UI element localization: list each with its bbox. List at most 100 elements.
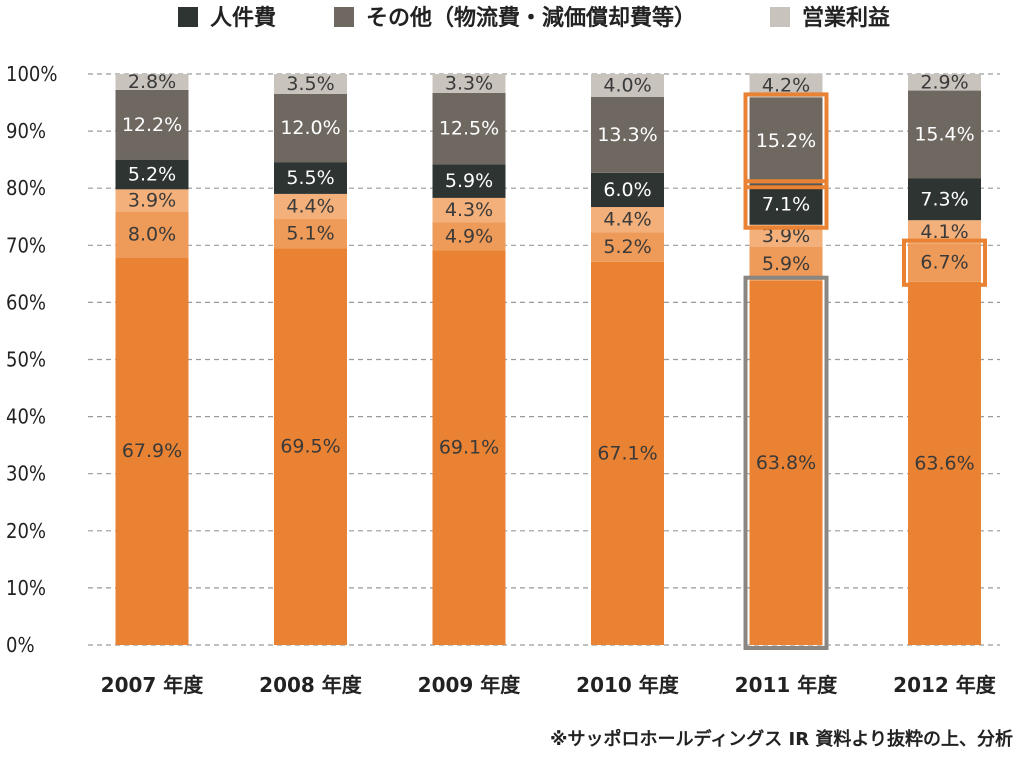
x-tick-label: 2009 年度 [418,673,522,697]
data-label: 63.6% [914,452,974,474]
data-label: 5.9% [445,170,493,192]
bar-segment [274,74,347,94]
data-label: 12.5% [439,118,499,140]
highlight-box [743,275,829,650]
bar-stack: 69.1% 4.9% 4.3% 5.9% 12.5% 3.3% [432,72,506,645]
legend-swatch [334,7,354,27]
bar-segment [274,219,347,249]
data-label: 3.5% [286,73,334,95]
data-label: 4.1% [920,221,968,243]
data-label: 67.9% [122,440,182,462]
bar-segment [749,97,823,185]
data-label: 15.4% [914,124,974,146]
data-label: 4.4% [603,209,651,231]
y-tick-label: 50% [6,348,46,372]
legend: 人件費 その他（物流費・減価償却費等） 営業利益 [178,5,890,31]
data-label: 4.4% [286,195,334,217]
data-label: 69.1% [439,437,499,459]
data-label: 3.9% [128,189,176,211]
data-label: 7.3% [920,188,968,210]
x-tick-label: 2011 年度 [735,673,839,697]
bar-segment [115,89,189,160]
bar-segment [591,96,664,173]
bar-segment [591,172,664,208]
bar-segment [432,250,506,645]
data-label: 5.1% [286,223,334,245]
bar-segment [432,74,506,93]
data-label: 12.2% [122,114,182,136]
data-label: 5.9% [762,253,810,275]
x-tick-label: 2010 年度 [576,673,680,697]
bar-segment [908,178,981,221]
data-label: 67.1% [597,442,657,464]
data-label: 13.3% [597,124,657,146]
data-label: 8.0% [128,223,176,245]
bars: 67.9% 8.0% 3.9% 5.2% 12.2% 2.8% 69.5% 5.1% 4.4% 5… [115,71,981,645]
x-tick-label: 2007 年度 [101,673,205,697]
bar-segment [749,73,823,98]
bar-segment [908,220,981,244]
bar-segment [908,281,981,645]
legend-swatch [178,7,198,27]
x-tick-label: 2008 年度 [259,673,363,697]
bar-segment [115,211,189,258]
y-axis: 0% 10% 20% 30% 40% 50% 60% 70% 80% 90% 100% [6,62,57,657]
data-label: 4.2% [762,74,810,96]
y-tick-label: 0% [6,633,35,657]
bar-segment [591,74,664,97]
bar-segment [274,193,347,220]
y-tick-label: 90% [6,119,46,143]
bar-segment [115,74,189,90]
bar-segment [115,159,189,190]
data-label: 4.3% [445,199,493,221]
data-label: 5.2% [603,236,651,258]
highlight-box [743,179,829,230]
data-label: 3.3% [445,72,493,94]
data-label: 15.2% [756,130,816,152]
highlight-boxes [743,92,987,650]
bar-segment [432,197,506,223]
bar-segment [908,74,981,91]
source-note: ※サッポロホールディングス IR 資料より抜粋の上、分析 [550,728,1013,750]
data-label: 7.1% [762,193,810,215]
legend-item: その他（物流費・減価償却費等） [334,5,696,31]
bar-stack: 67.1% 5.2% 4.4% 6.0% 13.3% 4.0% [591,74,664,645]
data-label: 5.5% [286,167,334,189]
y-tick-label: 10% [6,576,46,600]
bar-stack: 69.5% 5.1% 4.4% 5.5% 12.0% 3.5% [274,73,347,645]
bar-stack: 67.9% 8.0% 3.9% 5.2% 12.2% 2.8% [115,71,189,645]
bar-segment [591,207,664,233]
y-tick-label: 60% [6,290,46,314]
gridlines [88,73,1000,646]
data-label: 2.8% [128,71,176,93]
y-tick-label: 20% [6,519,46,543]
bar-segment [432,92,506,165]
bar-segment [749,280,823,645]
legend-item: 人件費 [178,6,276,31]
data-label: 4.9% [445,225,493,247]
data-label: 5.2% [128,163,176,185]
x-tick-label: 2012 年度 [893,673,997,697]
data-label: 69.5% [280,436,340,458]
bar-stack: 63.8% 5.9% 3.9% 7.1% 15.2% 4.2% [749,73,823,645]
bar-segment [908,243,981,282]
legend-swatch [770,7,790,27]
bar-segment [908,90,981,179]
bar-segment [591,261,664,645]
y-tick-label: 70% [6,233,46,257]
y-tick-label: 80% [6,176,46,200]
y-tick-label: 40% [6,405,46,429]
data-label: 3.9% [762,225,810,247]
x-axis: 2007 年度 2008 年度 2009 年度 2010 年度 2011 年度 2012 … [101,673,997,697]
bar-segment [432,222,506,251]
y-tick-label: 100% [6,62,57,86]
bar-segment [749,224,823,248]
bar-segment [591,232,664,262]
bar-segment [274,93,347,163]
bar-segment [432,164,506,198]
bar-stack: 63.6% 6.7% 4.1% 7.3% 15.4% 2.9% [908,71,981,645]
data-label: 6.7% [920,252,968,274]
data-label: 63.8% [756,452,816,474]
bar-segment [115,257,189,645]
